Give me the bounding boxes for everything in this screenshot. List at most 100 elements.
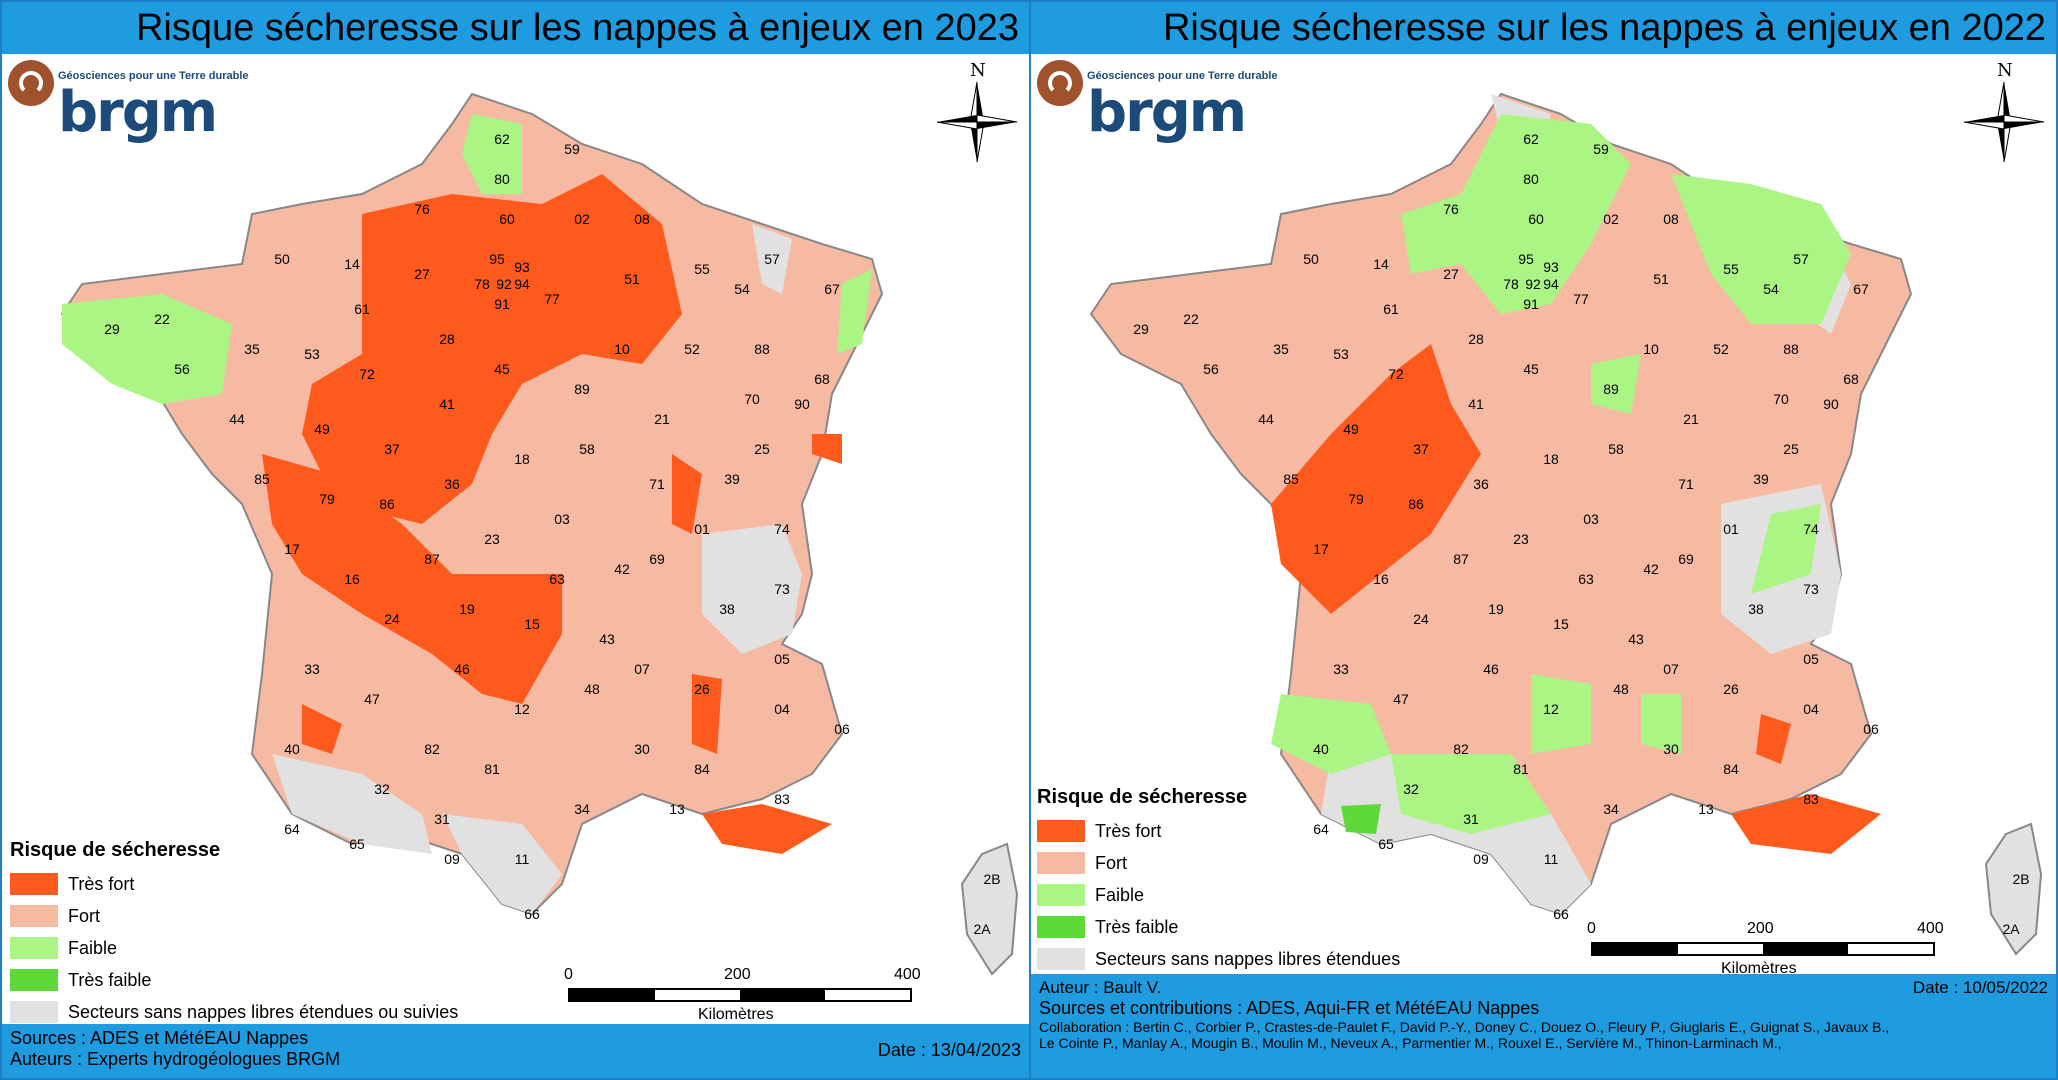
department-label: 93	[514, 259, 530, 275]
map-title: Risque sécheresse sur les nappes à enjeu…	[1031, 2, 2056, 54]
department-label: 81	[484, 761, 500, 777]
department-label: 2B	[2012, 871, 2029, 887]
department-label: 54	[1763, 281, 1779, 297]
north-arrow-icon: N	[932, 60, 1022, 170]
department-label: 91	[494, 296, 510, 312]
department-label: 15	[524, 616, 540, 632]
department-label: 23	[484, 531, 500, 547]
legend-swatch	[10, 905, 58, 927]
department-label: 48	[1613, 681, 1629, 697]
scale-bar: 0 200 400 Kilomètres	[564, 966, 921, 1023]
faible-zone-north	[1401, 114, 1631, 314]
tres-fort-zone-centre-west	[262, 454, 562, 704]
department-label: 01	[694, 521, 710, 537]
department-label: 11	[515, 851, 530, 867]
brgm-tagline: Géosciences pour une Terre durable	[1087, 70, 1278, 82]
department-label: 82	[424, 741, 440, 757]
map-panel-2023: Risque sécheresse sur les nappes à enjeu…	[0, 0, 1031, 1080]
department-label: 85	[1283, 471, 1299, 487]
department-label: 76	[414, 201, 430, 217]
map-legend: Risque de sécheresse Très fort Fort Faib…	[1037, 786, 1400, 975]
department-label: 72	[1388, 366, 1404, 382]
department-label: 04	[774, 701, 790, 717]
department-label: 89	[574, 381, 590, 397]
department-label: 55	[694, 261, 710, 277]
department-label: 87	[1453, 551, 1469, 567]
department-label: 84	[1723, 761, 1739, 777]
department-label: 21	[1683, 411, 1699, 427]
department-label: 67	[1853, 281, 1869, 297]
department-label: 51	[624, 271, 640, 287]
department-label: 90	[794, 396, 810, 412]
department-label: 94	[1543, 276, 1559, 292]
department-label: 92	[1525, 276, 1541, 292]
department-label: 46	[454, 661, 470, 677]
legend-item: Très faible	[10, 964, 458, 996]
department-label: 14	[1373, 256, 1389, 272]
map-title: Risque sécheresse sur les nappes à enjeu…	[2, 2, 1029, 54]
department-label: 12	[1543, 701, 1559, 717]
department-label: 60	[499, 211, 515, 227]
department-label: 70	[744, 391, 760, 407]
department-label: 64	[284, 821, 300, 837]
department-label: 38	[1748, 601, 1764, 617]
department-label: 61	[1383, 301, 1399, 317]
department-label: 27	[414, 266, 430, 282]
department-label: 69	[649, 551, 665, 567]
department-label: 08	[634, 211, 650, 227]
legend-item: Faible	[10, 932, 458, 964]
department-label: 39	[724, 471, 740, 487]
department-label: 45	[494, 361, 510, 377]
faible-zone-north	[462, 114, 522, 194]
department-label: 40	[284, 741, 300, 757]
department-label: 42	[614, 561, 630, 577]
department-label: 63	[1578, 571, 1594, 587]
department-label: 66	[1553, 906, 1569, 922]
department-label: 2B	[983, 871, 1000, 887]
department-label: 02	[574, 211, 590, 227]
department-label: 36	[444, 476, 460, 492]
collaboration-text-2: Le Cointe P., Manlay A., Mougin B., Moul…	[1039, 1035, 1782, 1051]
department-label: 50	[1303, 251, 1319, 267]
department-label: 32	[1403, 781, 1419, 797]
department-label: 48	[584, 681, 600, 697]
department-label: 89	[1603, 381, 1619, 397]
department-label: 59	[564, 141, 580, 157]
department-label: 95	[1518, 251, 1534, 267]
department-label: 26	[694, 681, 710, 697]
tres-fort-zone-paris-basin	[302, 174, 682, 524]
department-label: 29	[1133, 321, 1149, 337]
legend-swatch	[1037, 948, 1085, 970]
department-label: 35	[1273, 341, 1289, 357]
scale-bar: 0 200 400 Kilomètres	[1587, 920, 1944, 977]
department-label: 34	[574, 801, 590, 817]
department-label: 35	[244, 341, 260, 357]
department-label: 81	[1513, 761, 1529, 777]
department-label: 44	[229, 411, 245, 427]
legend-item: Secteurs sans nappes libres étendues ou …	[10, 996, 458, 1028]
department-label: 67	[824, 281, 840, 297]
map-legend: Risque de sécheresse Très fort Fort Faib…	[10, 839, 458, 1028]
department-label: 94	[514, 276, 530, 292]
department-label: 21	[654, 411, 670, 427]
department-label: 49	[314, 421, 330, 437]
department-label: 31	[1463, 811, 1479, 827]
department-label: 73	[774, 581, 790, 597]
department-label: 08	[1663, 211, 1679, 227]
department-label: 22	[154, 311, 170, 327]
department-label: 56	[174, 361, 190, 377]
brgm-name: brgm	[1087, 80, 1247, 145]
department-label: 37	[384, 441, 400, 457]
department-label: 47	[1393, 691, 1409, 707]
department-label: 52	[684, 341, 700, 357]
department-label: 13	[669, 801, 685, 817]
department-label: 74	[774, 521, 790, 537]
department-label: 65	[349, 836, 365, 852]
department-label: 30	[1663, 741, 1679, 757]
department-label: 14	[344, 256, 360, 272]
department-label: 19	[459, 601, 475, 617]
tres-fort-zone-centre-west	[1271, 344, 1481, 614]
department-label: 76	[1443, 201, 1459, 217]
department-label: 74	[1803, 521, 1819, 537]
legend-swatch	[10, 873, 58, 895]
